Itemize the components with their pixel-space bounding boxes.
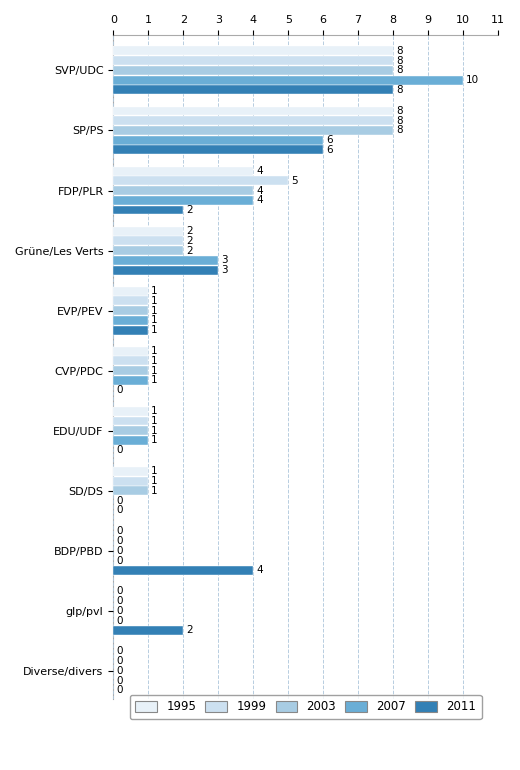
Text: 1: 1	[151, 426, 158, 436]
Bar	[113, 346, 148, 356]
Text: 4: 4	[256, 565, 263, 575]
Bar	[113, 357, 148, 366]
Text: 4: 4	[256, 186, 263, 196]
Bar	[113, 367, 148, 375]
Bar	[113, 407, 148, 416]
Bar	[113, 487, 148, 495]
Text: 8: 8	[396, 65, 402, 75]
Text: 1: 1	[151, 486, 158, 496]
Bar	[113, 246, 183, 255]
Bar	[113, 477, 148, 486]
Bar	[113, 417, 148, 426]
Bar	[113, 436, 148, 445]
Bar	[113, 266, 218, 275]
Text: 8: 8	[396, 116, 402, 126]
Text: 1: 1	[151, 416, 158, 426]
Text: 6: 6	[326, 136, 333, 146]
Text: 8: 8	[396, 85, 402, 95]
Text: 8: 8	[396, 55, 402, 65]
Text: 3: 3	[221, 256, 228, 266]
Text: 2: 2	[186, 226, 193, 236]
Text: 4: 4	[256, 196, 263, 206]
Text: 1: 1	[151, 467, 158, 477]
Text: 1: 1	[151, 346, 158, 357]
Text: 0: 0	[116, 587, 123, 597]
Bar	[113, 286, 148, 296]
Text: 10: 10	[466, 75, 479, 85]
Bar	[113, 66, 393, 75]
Text: 0: 0	[116, 616, 123, 625]
Text: 0: 0	[116, 656, 123, 666]
Text: 2: 2	[186, 205, 193, 215]
Text: 0: 0	[116, 445, 123, 455]
Text: 0: 0	[116, 536, 123, 546]
Text: 1: 1	[151, 325, 158, 335]
Text: 1: 1	[151, 376, 158, 386]
Bar	[113, 206, 183, 215]
Text: 1: 1	[151, 356, 158, 366]
Bar	[113, 85, 393, 95]
Text: 4: 4	[256, 166, 263, 176]
Text: 1: 1	[151, 296, 158, 306]
Text: 0: 0	[116, 556, 123, 566]
Text: 2: 2	[186, 236, 193, 246]
Bar	[113, 316, 148, 325]
Bar	[113, 136, 323, 145]
Bar	[113, 176, 288, 186]
Text: 0: 0	[116, 666, 123, 676]
Bar	[113, 166, 253, 176]
Text: 0: 0	[116, 496, 123, 506]
Bar	[113, 626, 183, 634]
Text: 8: 8	[396, 46, 402, 56]
Text: 0: 0	[116, 505, 123, 515]
Text: 0: 0	[116, 685, 123, 695]
Bar	[113, 296, 148, 306]
Text: 1: 1	[151, 316, 158, 326]
Text: 1: 1	[151, 286, 158, 296]
Text: 0: 0	[116, 675, 123, 685]
Text: 8: 8	[396, 126, 402, 136]
Bar	[113, 146, 323, 155]
Bar	[113, 376, 148, 385]
Text: 1: 1	[151, 476, 158, 486]
Text: 2: 2	[186, 246, 193, 256]
Bar	[113, 56, 393, 65]
Text: 0: 0	[116, 596, 123, 606]
Bar	[113, 196, 253, 205]
Text: 1: 1	[151, 407, 158, 417]
Text: 2: 2	[186, 625, 193, 635]
Bar	[113, 106, 393, 115]
Bar	[113, 256, 218, 265]
Bar	[113, 186, 253, 195]
Bar	[113, 236, 183, 246]
Text: 1: 1	[151, 306, 158, 316]
Bar	[113, 427, 148, 435]
Bar	[113, 126, 393, 135]
Text: 3: 3	[221, 265, 228, 275]
Text: 0: 0	[116, 546, 123, 556]
Bar	[113, 75, 463, 85]
Bar	[113, 46, 393, 55]
Bar	[113, 467, 148, 476]
Text: 0: 0	[116, 647, 123, 657]
Text: 1: 1	[151, 436, 158, 446]
Bar	[113, 116, 393, 126]
Bar	[113, 326, 148, 335]
Bar	[113, 306, 148, 315]
Bar	[113, 566, 253, 574]
Text: 0: 0	[116, 527, 123, 537]
Legend: 1995, 1999, 2003, 2007, 2011: 1995, 1999, 2003, 2007, 2011	[129, 695, 482, 719]
Text: 6: 6	[326, 145, 333, 155]
Text: 1: 1	[151, 366, 158, 376]
Bar	[113, 226, 183, 236]
Text: 5: 5	[291, 176, 297, 186]
Text: 8: 8	[396, 106, 402, 116]
Text: 0: 0	[116, 606, 123, 616]
Text: 0: 0	[116, 385, 123, 395]
